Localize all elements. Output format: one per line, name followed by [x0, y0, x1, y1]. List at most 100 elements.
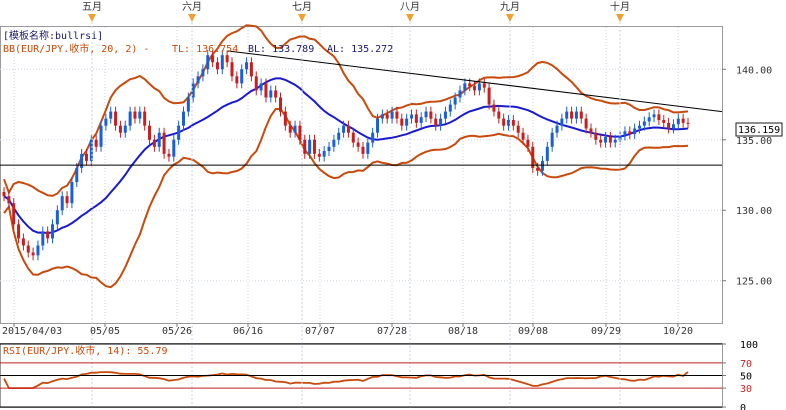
candle-body: [133, 111, 137, 119]
rsi-line: [3, 371, 689, 389]
candle-body: [468, 83, 472, 87]
bb-lower-line: [3, 108, 689, 289]
candle-body: [637, 125, 641, 129]
candle-body: [109, 111, 113, 119]
candle-body: [167, 153, 171, 157]
month-marker-icon: [88, 14, 96, 22]
candle-body: [487, 87, 491, 105]
candle-body: [51, 224, 55, 239]
candle-body: [317, 153, 321, 157]
candle-body: [235, 76, 239, 84]
rsi-tick-label: 70: [740, 359, 752, 370]
candle-body: [332, 139, 336, 147]
candle-body: [274, 90, 278, 98]
candle-body: [118, 125, 122, 133]
month-marker-icon: [616, 14, 624, 22]
candle-body: [177, 125, 181, 140]
candle-body: [448, 104, 452, 112]
candle-body: [570, 111, 574, 119]
candle-body: [94, 139, 98, 147]
date-tick-label: 10/20: [663, 326, 693, 337]
candle-body: [245, 62, 249, 70]
rsi-legend: RSI(EUR/JPY.收市, 14): 55.79: [3, 344, 168, 357]
current-price-box: [735, 122, 783, 137]
candle-body: [99, 125, 103, 147]
candle-body: [555, 125, 559, 133]
candle-body: [652, 114, 656, 118]
candle-body: [594, 132, 598, 140]
candle-body: [366, 142, 370, 154]
candle-body: [240, 69, 244, 84]
candle-body: [482, 83, 486, 88]
month-marker-icon: [506, 14, 514, 22]
bb-upper-line: [3, 24, 689, 197]
month-label: 七月: [292, 1, 312, 13]
month-marker-icon: [406, 14, 414, 22]
candle-body: [536, 167, 540, 171]
candle-body: [172, 139, 176, 157]
candle-body: [162, 132, 166, 154]
candle-body: [269, 90, 273, 98]
candle-body: [419, 117, 423, 123]
bb-legend: BB(EUR/JPY.收市, 20, 2) -: [3, 42, 149, 55]
candle-body: [206, 55, 210, 70]
candle-body: [429, 111, 433, 119]
candle-body: [337, 132, 341, 140]
candle-body: [439, 118, 443, 126]
candle-body: [123, 125, 127, 133]
candle-body: [599, 139, 603, 143]
candle-body: [201, 69, 205, 77]
current-price: 136.159: [738, 125, 780, 136]
candle-body: [642, 121, 646, 126]
candle-body: [526, 139, 530, 147]
candle-body: [647, 117, 651, 122]
candle-body: [477, 83, 481, 91]
candle-body: [225, 55, 229, 63]
date-tick-label: 07/28: [377, 326, 407, 337]
candle-body: [308, 139, 312, 154]
candle-body: [686, 122, 690, 124]
candle-body: [21, 238, 25, 246]
candle-body: [138, 111, 142, 119]
candle-body: [114, 111, 118, 126]
candle-body: [7, 196, 11, 204]
price-tick-label: 140.00: [736, 65, 772, 76]
candle-body: [84, 153, 88, 161]
date-tick-label: 08/18: [448, 326, 478, 337]
month-label: 六月: [182, 1, 202, 13]
candle-body: [434, 118, 438, 126]
candle-body: [574, 111, 578, 119]
rsi-tick-label: 0: [740, 403, 746, 410]
month-marker-icon: [188, 14, 196, 22]
candle-body: [303, 139, 307, 154]
candle-body: [361, 146, 365, 154]
candle-body: [220, 55, 224, 70]
candle-body: [676, 118, 680, 125]
indicator-name: [模板名称:bullrsi]: [3, 29, 103, 42]
price-axis: 140.00 135.00 130.00 125.00: [722, 65, 772, 288]
date-tick-label: 06/16: [233, 326, 263, 337]
candle-body: [80, 153, 84, 168]
candle-body: [376, 118, 380, 133]
trendlines: [0, 50, 723, 166]
candle-body: [279, 97, 283, 112]
candle-body: [424, 111, 428, 118]
candle-body: [17, 224, 21, 239]
candle-body: [230, 62, 234, 77]
date-tick-label: 09/08: [518, 326, 548, 337]
candle-body: [405, 118, 409, 126]
candle-body: [497, 111, 501, 119]
bb-top-value: TL: 136.754: [172, 44, 238, 55]
candle-body: [492, 104, 496, 112]
candle-body: [346, 125, 350, 133]
candle-body: [453, 97, 457, 105]
candle-body: [60, 196, 64, 211]
candle-body: [380, 114, 384, 119]
month-label: 五月: [82, 1, 102, 13]
candle-body: [390, 111, 394, 119]
candle-body: [618, 135, 622, 140]
candle-body: [26, 245, 30, 253]
candle-body: [385, 114, 389, 119]
candle-body: [628, 131, 632, 135]
